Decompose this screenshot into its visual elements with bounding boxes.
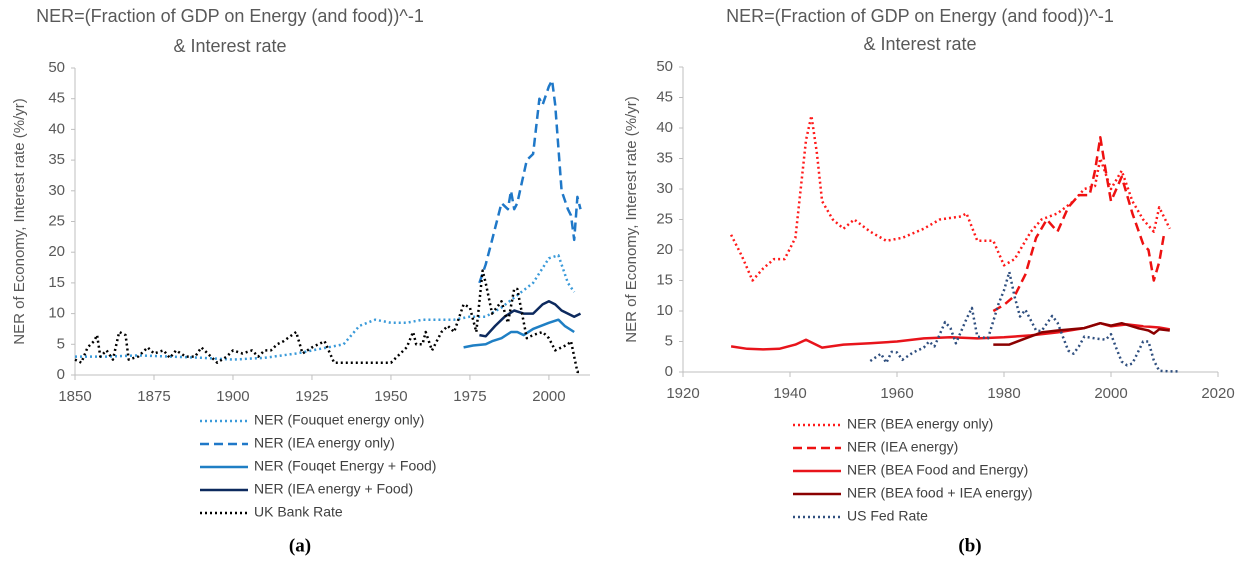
chart-subtitle: & Interest rate [173, 36, 286, 56]
x-tick-label: 1875 [137, 388, 170, 405]
x-tick-label: 1900 [216, 388, 249, 405]
legend-label: NER (IEA energy) [847, 439, 958, 455]
y-tick-label: 50 [656, 58, 673, 75]
y-tick-label: 15 [48, 274, 65, 291]
y-tick-label: 25 [656, 210, 673, 227]
chart-title: NER=(Fraction of GDP on Energy (and food… [726, 6, 1114, 26]
y-tick-label: 50 [48, 59, 65, 76]
legend-label: NER (IEA energy + Food) [254, 481, 413, 497]
y-tick-label: 25 [48, 212, 65, 229]
series-line [478, 79, 582, 284]
y-tick-label: 15 [656, 271, 673, 288]
x-tick-label: 2000 [1094, 385, 1127, 402]
legend-label: NER (IEA energy only) [254, 435, 395, 451]
x-tick-label: 1960 [880, 385, 913, 402]
y-tick-label: 0 [665, 363, 673, 380]
y-tick-label: 45 [48, 90, 65, 107]
y-tick-label: 5 [57, 335, 65, 352]
x-tick-label: 2020 [1201, 385, 1234, 402]
series-line [74, 269, 581, 374]
y-tick-label: 10 [656, 302, 673, 319]
y-tick-label: 40 [656, 119, 673, 136]
y-tick-label: 35 [656, 149, 673, 166]
legend-label: NER (BEA Food and Energy) [847, 462, 1028, 478]
chart-title: NER=(Fraction of GDP on Energy (and food… [36, 6, 424, 26]
x-tick-label: 1950 [374, 388, 407, 405]
series-line [479, 300, 582, 338]
y-tick-label: 10 [48, 305, 65, 322]
y-axis-label: NER of Economy, Interest rate (%/yr) [11, 98, 28, 344]
x-tick-label: 2000 [532, 388, 565, 405]
series-line [463, 318, 575, 349]
x-tick-label: 1975 [453, 388, 486, 405]
chart-subtitle: & Interest rate [863, 34, 976, 54]
panel-caption: (a) [289, 535, 311, 556]
x-tick-label: 1925 [295, 388, 328, 405]
legend-label: UK Bank Rate [254, 504, 343, 520]
series-line [869, 270, 1181, 373]
y-axis-label: NER of Economy, Interest rate (%/yr) [623, 96, 640, 342]
x-tick-label: 1940 [773, 385, 806, 402]
x-tick-label: 1850 [58, 388, 91, 405]
series-line [730, 321, 1171, 351]
legend-label: US Fed Rate [847, 508, 928, 524]
y-tick-label: 20 [656, 241, 673, 258]
panel-caption: (b) [958, 535, 981, 556]
y-tick-label: 5 [665, 332, 673, 349]
series-line [75, 254, 576, 361]
y-tick-label: 20 [48, 243, 65, 260]
series-line [729, 114, 1171, 282]
y-tick-label: 35 [48, 151, 65, 168]
series-line [993, 321, 1170, 346]
legend-label: NER (BEA energy only) [847, 416, 993, 432]
legend-label: NER (BEA food + IEA energy) [847, 485, 1033, 501]
x-tick-label: 1920 [666, 385, 699, 402]
y-tick-label: 45 [656, 88, 673, 105]
y-tick-label: 30 [48, 182, 65, 199]
legend-label: NER (Fouquet energy only) [254, 412, 424, 428]
y-tick-label: 40 [48, 120, 65, 137]
series-line [992, 135, 1166, 313]
x-tick-label: 1980 [987, 385, 1020, 402]
legend-label: NER (Fouqet Energy + Food) [254, 458, 436, 474]
y-tick-label: 0 [57, 366, 65, 383]
y-tick-label: 30 [656, 180, 673, 197]
